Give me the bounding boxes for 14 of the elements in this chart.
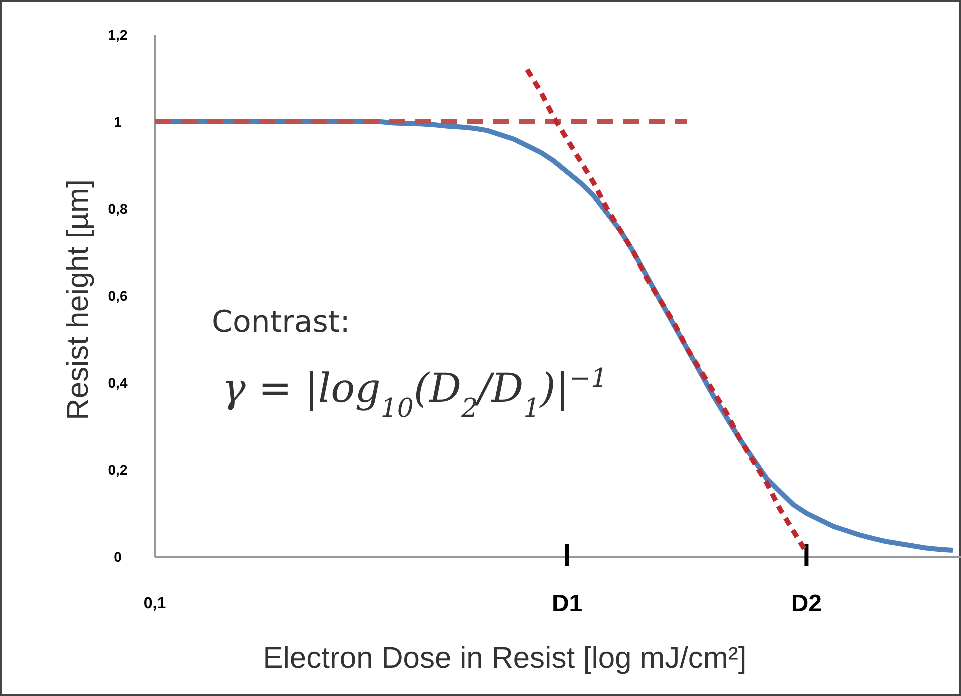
y-tick-label: 1,2 [108, 26, 128, 43]
y-tick-label: 1 [114, 114, 122, 130]
annotation: γ = |log$_{10}$(D$_{2}$/D$_{1}$)|$^{−1}$ [222, 364, 608, 424]
y-tick-label: 0,6 [108, 288, 128, 304]
y-tick-label: 0,4 [108, 374, 128, 391]
y-tick-label: 0,8 [108, 200, 128, 217]
y-tick-label: 0 [114, 548, 122, 565]
y-tick-label: 0,2 [108, 462, 128, 478]
x-tick-label: D2 [791, 590, 822, 618]
x-tick-label: D1 [552, 590, 583, 618]
annotation: Contrast: [212, 305, 350, 340]
x-tick-label: 0,1 [144, 596, 166, 612]
x-axis-title: Electron Dose in Resist [log mJ/cm²] [263, 642, 747, 675]
y-axis-title: Resist height [µm] [62, 180, 95, 420]
